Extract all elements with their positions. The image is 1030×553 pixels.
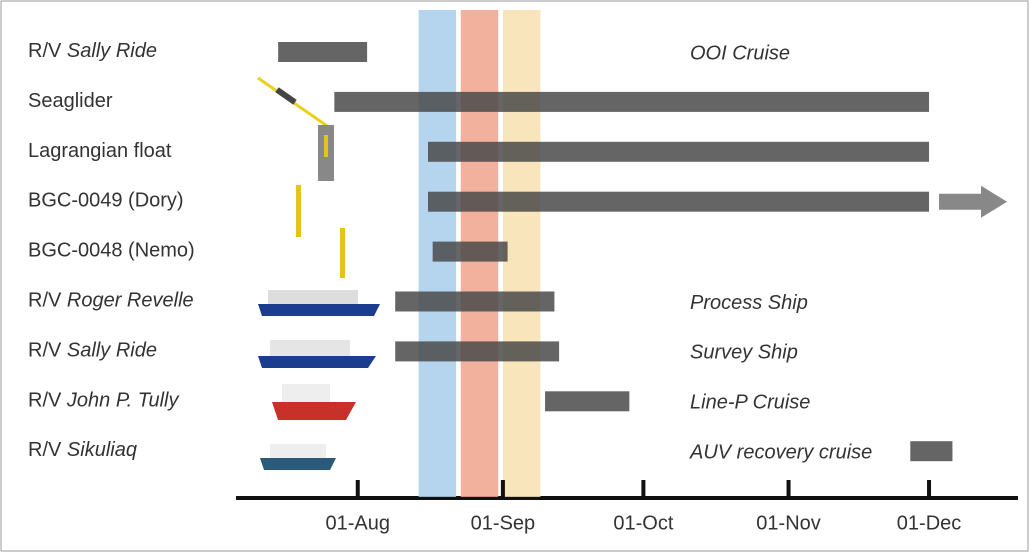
x-tick-label: 01-Oct — [613, 512, 673, 534]
timeline-bar — [910, 441, 953, 462]
x-tick-label: 01-Aug — [325, 512, 390, 534]
row-label-name: Roger Revelle — [67, 290, 194, 312]
row-label-prefix: Lagrangian float — [28, 140, 172, 162]
annotation: Process Ship — [690, 292, 808, 314]
timeline-bar — [395, 291, 555, 312]
row-label: R/V Sally Ride — [28, 340, 157, 362]
row-label-prefix: R/V — [28, 390, 62, 412]
row-label: R/V Sally Ride — [28, 40, 157, 62]
row-label: BGC-0048 (Nemo) — [28, 240, 195, 262]
row-label: R/V Roger Revelle — [28, 290, 194, 312]
row-label: BGC-0049 (Dory) — [28, 190, 184, 212]
row-label-prefix: R/V — [28, 40, 62, 62]
row-label: Lagrangian float — [28, 140, 172, 162]
annotation: OOI Cruise — [690, 42, 790, 64]
x-tick-label: 01-Sep — [471, 512, 536, 534]
x-tick-label: 01-Nov — [756, 512, 820, 534]
timeline-bar — [427, 141, 930, 162]
illustrations — [257, 76, 380, 470]
timeline-bar — [545, 391, 630, 412]
highlight-band — [502, 10, 541, 497]
annotation: AUV recovery cruise — [689, 441, 872, 463]
row-label-name: Sikuliaq — [67, 439, 137, 461]
row-label: R/V John P. Tully — [28, 390, 179, 412]
timeline-bar — [278, 42, 368, 62]
continuation-arrow — [939, 185, 1008, 218]
row-label-prefix: R/V — [28, 439, 62, 461]
row-label-prefix: R/V — [28, 290, 62, 312]
x-tick-label: 01-Dec — [897, 512, 961, 534]
row-label-name: Sally Ride — [67, 40, 157, 62]
row-label-prefix: BGC-0049 (Dory) — [28, 190, 184, 212]
timeline-bar — [427, 191, 930, 212]
timeline-bar — [432, 241, 508, 262]
row-label-prefix: BGC-0048 (Nemo) — [28, 240, 195, 262]
row-label-prefix: R/V — [28, 340, 62, 362]
row-label-name: John P. Tully — [66, 390, 180, 412]
row-label: Seaglider — [28, 90, 113, 112]
timeline-bar — [395, 341, 560, 362]
timeline-bar — [334, 91, 930, 112]
row-label-name: Sally Ride — [67, 340, 157, 362]
annotation: Line-P Cruise — [690, 392, 810, 414]
row-label-prefix: Seaglider — [28, 90, 113, 112]
annotation: Survey Ship — [690, 342, 798, 364]
row-label: R/V Sikuliaq — [28, 439, 137, 461]
